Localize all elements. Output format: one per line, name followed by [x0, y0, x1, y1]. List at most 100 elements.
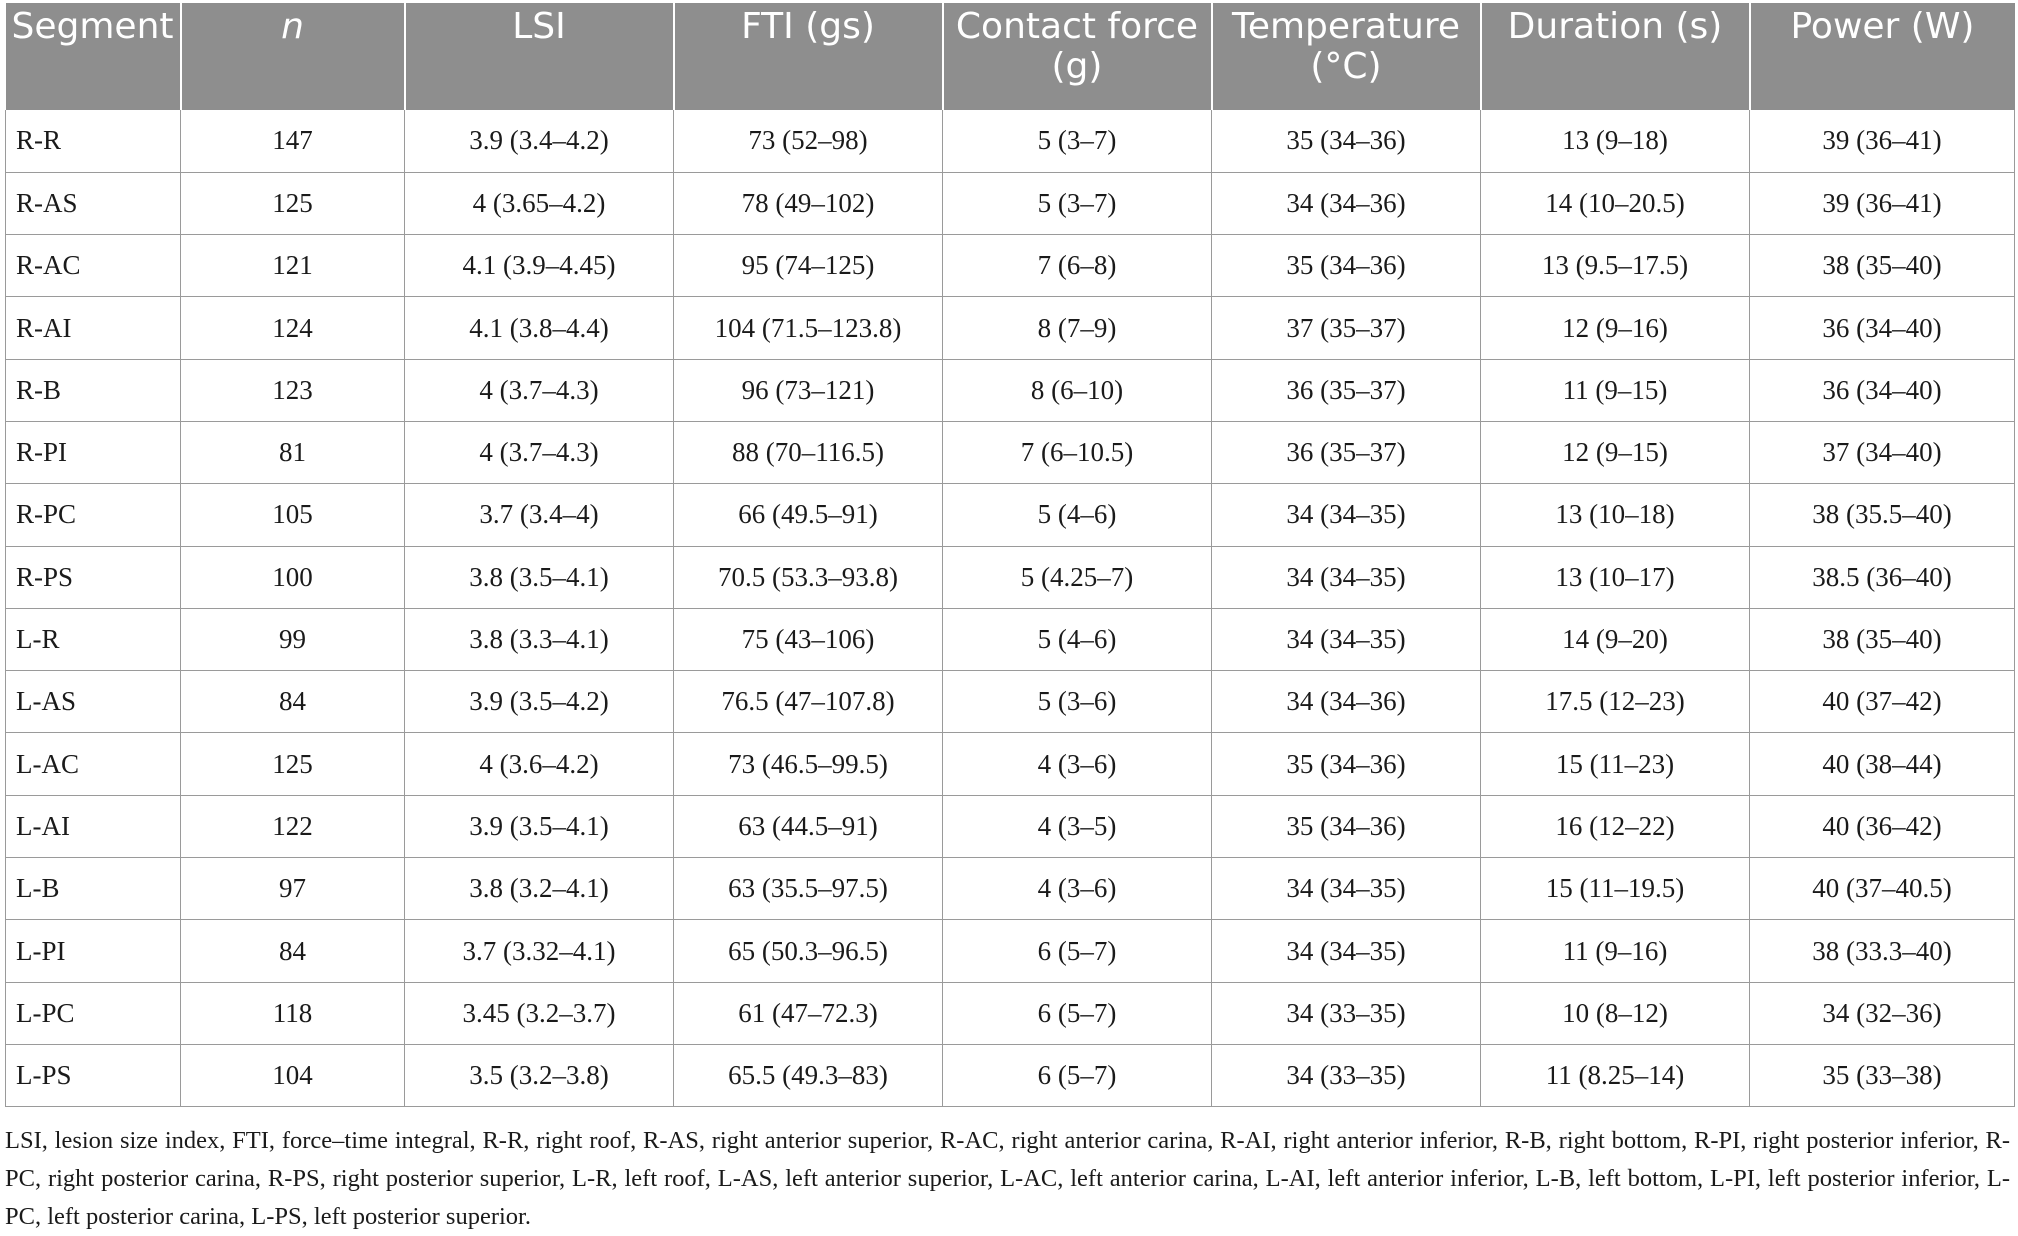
table-row: R-AS 125 4 (3.65–4.2) 78 (49–102) 5 (3–7) 34 …	[5, 172, 2015, 236]
cell-power: 36 (34–40)	[1749, 296, 2015, 360]
cell-power: 38 (33.3–40)	[1749, 919, 2015, 983]
cell-power: 40 (36–42)	[1749, 795, 2015, 859]
cell-duration: 14 (9–20)	[1480, 608, 1750, 672]
cell-temperature: 34 (33–35)	[1211, 982, 1481, 1045]
cell-fti: 75 (43–106)	[673, 608, 943, 672]
data-table-container: Segment n LSI FTI (gs) Contact force (g)…	[5, 3, 2015, 1108]
cell-power: 39 (36–41)	[1749, 172, 2015, 236]
cell-contact-force: 6 (5–7)	[942, 982, 1212, 1045]
cell-fti: 66 (49.5–91)	[673, 483, 943, 547]
cell-lsi: 3.5 (3.2–3.8)	[404, 1044, 674, 1108]
cell-lsi: 3.9 (3.5–4.1)	[404, 795, 674, 859]
cell-temperature: 35 (34–36)	[1211, 732, 1481, 796]
cell-temperature: 34 (34–35)	[1211, 857, 1481, 921]
cell-contact-force: 5 (4–6)	[942, 483, 1212, 547]
cell-n: 124	[180, 296, 405, 360]
cell-segment: L-R	[5, 608, 181, 672]
cell-fti: 65 (50.3–96.5)	[673, 919, 943, 983]
table-row: R-PC 105 3.7 (3.4–4) 66 (49.5–91) 5 (4–6) 34 …	[5, 483, 2015, 547]
cell-segment: R-R	[5, 110, 181, 173]
cell-n: 147	[180, 110, 405, 173]
header-temperature: Temperature (°C)	[1211, 3, 1482, 110]
cell-duration: 12 (9–16)	[1480, 296, 1750, 360]
cell-temperature: 34 (34–36)	[1211, 670, 1481, 734]
cell-n: 118	[180, 982, 405, 1045]
table-row: L-B 97 3.8 (3.2–4.1) 63 (35.5–97.5) 4 (3–6) 3…	[5, 857, 2015, 921]
cell-fti: 63 (44.5–91)	[673, 795, 943, 859]
cell-lsi: 3.8 (3.2–4.1)	[404, 857, 674, 921]
cell-lsi: 4 (3.7–4.3)	[404, 421, 674, 485]
cell-segment: R-PI	[5, 421, 181, 485]
cell-power: 35 (33–38)	[1749, 1044, 2015, 1108]
table-row: R-B 123 4 (3.7–4.3) 96 (73–121) 8 (6–10) 36 (…	[5, 359, 2015, 422]
table-row: R-AI 124 4.1 (3.8–4.4) 104 (71.5–123.8) 8 (7…	[5, 296, 2015, 360]
cell-segment: L-PI	[5, 919, 181, 983]
cell-duration: 11 (9–15)	[1480, 359, 1750, 422]
cell-duration: 17.5 (12–23)	[1480, 670, 1750, 734]
cell-power: 40 (37–40.5)	[1749, 857, 2015, 921]
table-row: R-PS 100 3.8 (3.5–4.1) 70.5 (53.3–93.8) 5 (4…	[5, 546, 2015, 609]
cell-power: 38 (35.5–40)	[1749, 483, 2015, 547]
table-body: R-R 147 3.9 (3.4–4.2) 73 (52–98) 5 (3–7) 35 (…	[5, 110, 2015, 1108]
cell-fti: 73 (52–98)	[673, 110, 943, 173]
cell-temperature: 34 (34–36)	[1211, 172, 1481, 236]
cell-contact-force: 6 (5–7)	[942, 1044, 1212, 1108]
table-row: L-PI 84 3.7 (3.32–4.1) 65 (50.3–96.5) 6 (5–7…	[5, 919, 2015, 983]
cell-power: 39 (36–41)	[1749, 110, 2015, 173]
table-header: Segment n LSI FTI (gs) Contact force (g)…	[5, 3, 2015, 110]
table-row: R-R 147 3.9 (3.4–4.2) 73 (52–98) 5 (3–7) 35 (…	[5, 110, 2015, 173]
cell-n: 122	[180, 795, 405, 859]
header-lsi: LSI	[404, 3, 675, 110]
cell-contact-force: 5 (4–6)	[942, 608, 1212, 672]
cell-fti: 95 (74–125)	[673, 234, 943, 298]
cell-duration: 13 (10–17)	[1480, 546, 1750, 609]
cell-duration: 11 (8.25–14)	[1480, 1044, 1750, 1108]
cell-contact-force: 4 (3–6)	[942, 732, 1212, 796]
cell-temperature: 34 (33–35)	[1211, 1044, 1481, 1108]
cell-contact-force: 5 (3–7)	[942, 172, 1212, 236]
cell-fti: 63 (35.5–97.5)	[673, 857, 943, 921]
cell-n: 84	[180, 670, 405, 734]
cell-duration: 10 (8–12)	[1480, 982, 1750, 1045]
cell-fti: 61 (47–72.3)	[673, 982, 943, 1045]
cell-lsi: 4 (3.65–4.2)	[404, 172, 674, 236]
cell-power: 34 (32–36)	[1749, 982, 2015, 1045]
cell-fti: 88 (70–116.5)	[673, 421, 943, 485]
cell-temperature: 35 (34–36)	[1211, 234, 1481, 298]
cell-lsi: 3.8 (3.5–4.1)	[404, 546, 674, 609]
header-power: Power (W)	[1749, 3, 2015, 110]
segment-ablation-table: Segment n LSI FTI (gs) Contact force (g)…	[5, 3, 2015, 1108]
cell-segment: R-AI	[5, 296, 181, 360]
header-contact-force: Contact force (g)	[942, 3, 1213, 110]
cell-duration: 12 (9–15)	[1480, 421, 1750, 485]
cell-contact-force: 8 (7–9)	[942, 296, 1212, 360]
cell-contact-force: 6 (5–7)	[942, 919, 1212, 983]
cell-segment: L-AS	[5, 670, 181, 734]
cell-n: 123	[180, 359, 405, 422]
cell-n: 99	[180, 608, 405, 672]
cell-lsi: 3.9 (3.5–4.2)	[404, 670, 674, 734]
cell-temperature: 36 (35–37)	[1211, 421, 1481, 485]
cell-fti: 96 (73–121)	[673, 359, 943, 422]
cell-duration: 13 (9.5–17.5)	[1480, 234, 1750, 298]
table-row: L-AS 84 3.9 (3.5–4.2) 76.5 (47–107.8) 5 (3–6…	[5, 670, 2015, 734]
cell-fti: 78 (49–102)	[673, 172, 943, 236]
cell-contact-force: 8 (6–10)	[942, 359, 1212, 422]
cell-lsi: 4 (3.6–4.2)	[404, 732, 674, 796]
cell-segment: R-PS	[5, 546, 181, 609]
cell-temperature: 35 (34–36)	[1211, 110, 1481, 173]
cell-contact-force: 5 (3–7)	[942, 110, 1212, 173]
cell-temperature: 34 (34–35)	[1211, 919, 1481, 983]
header-segment: Segment	[5, 3, 182, 110]
cell-segment: L-PS	[5, 1044, 181, 1108]
cell-contact-force: 5 (4.25–7)	[942, 546, 1212, 609]
table-row: L-PS 104 3.5 (3.2–3.8) 65.5 (49.3–83) 6 (5–7…	[5, 1044, 2015, 1108]
cell-segment: L-AC	[5, 732, 181, 796]
cell-temperature: 37 (35–37)	[1211, 296, 1481, 360]
cell-lsi: 4.1 (3.9–4.45)	[404, 234, 674, 298]
cell-n: 81	[180, 421, 405, 485]
cell-fti: 73 (46.5–99.5)	[673, 732, 943, 796]
cell-power: 40 (38–44)	[1749, 732, 2015, 796]
cell-contact-force: 7 (6–10.5)	[942, 421, 1212, 485]
table-row: L-PC 118 3.45 (3.2–3.7) 61 (47–72.3) 6 (5–7)…	[5, 982, 2015, 1045]
